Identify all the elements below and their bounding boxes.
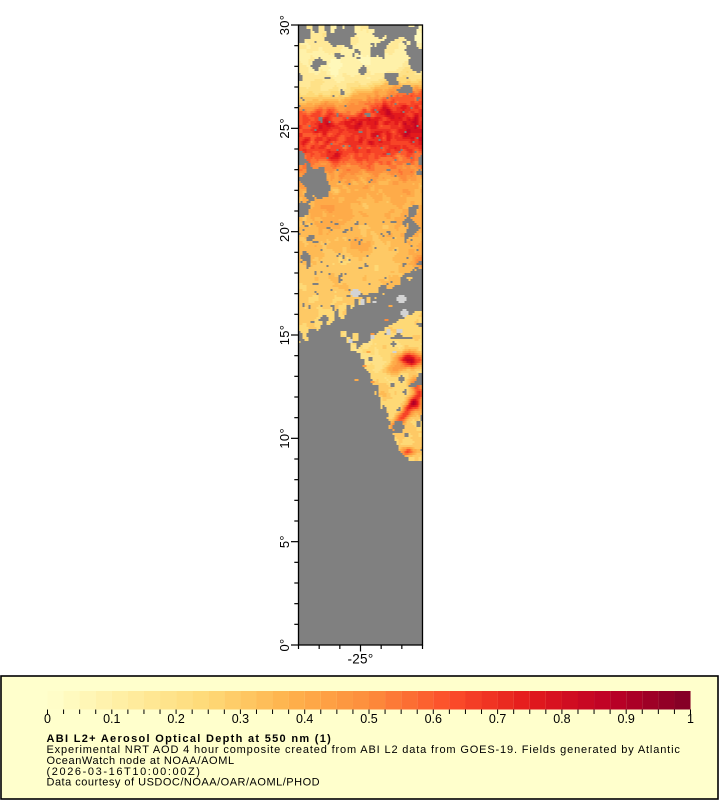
svg-text:0.7: 0.7 [489,712,506,726]
svg-text:1: 1 [687,712,694,726]
svg-text:0.1: 0.1 [103,712,120,726]
svg-text:0.9: 0.9 [618,712,635,726]
svg-text:0.4: 0.4 [296,712,313,726]
svg-text:10°: 10° [277,428,292,449]
svg-text:0.5: 0.5 [360,712,377,726]
svg-text:Data courtesy of USDOC/NOAA/OA: Data courtesy of USDOC/NOAA/OAR/AOML/PHO… [47,777,321,789]
svg-text:15°: 15° [277,325,292,346]
svg-text:0.6: 0.6 [425,712,442,726]
svg-text:0.2: 0.2 [167,712,184,726]
svg-text:-25°: -25° [347,652,373,667]
svg-text:Experimental NRT AOD 4 hour co: Experimental NRT AOD 4 hour composite cr… [47,744,681,756]
svg-text:0.8: 0.8 [553,712,570,726]
svg-text:30°: 30° [277,15,292,36]
svg-text:ABI L2+ Aerosol Optical Depth: ABI L2+ Aerosol Optical Depth at 550 nm … [47,733,333,745]
svg-text:(2026-03-16T10:00:00Z): (2026-03-16T10:00:00Z) [47,766,202,778]
svg-text:0.3: 0.3 [232,712,249,726]
svg-text:0: 0 [44,712,51,726]
svg-text:OceanWatch node at NOAA/AOML: OceanWatch node at NOAA/AOML [47,755,235,767]
svg-text:20°: 20° [277,221,292,242]
svg-text:5°: 5° [277,535,292,548]
svg-text:25°: 25° [277,118,292,139]
svg-text:0°: 0° [277,638,292,651]
